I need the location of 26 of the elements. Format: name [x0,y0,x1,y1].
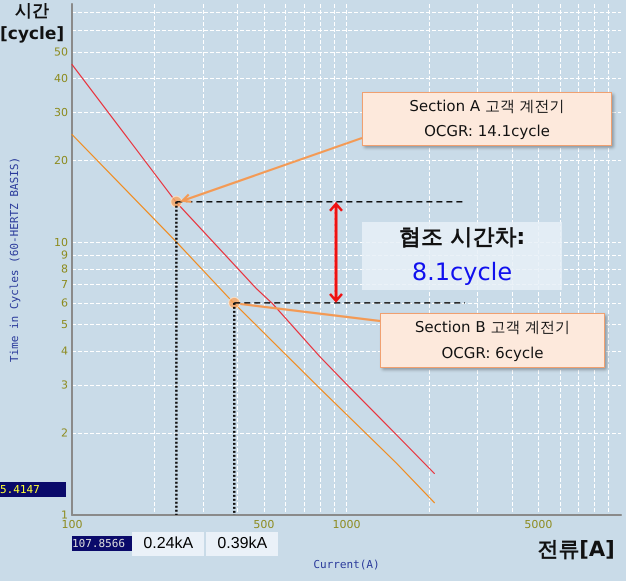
y-tick-label: 6 [61,296,68,310]
y-tick-label: 20 [54,154,68,167]
y-tick-label: 40 [54,72,68,85]
annotation: 8.1cycle [410,257,514,288]
ref-line-label: 0.39kA [206,532,278,556]
y-tick-label: 50 [54,45,68,58]
x-tick-label: 5000 [524,518,552,531]
y-tick-label: 10 [54,236,68,249]
x-axis-title: Current(A) [313,558,380,571]
text: 시간 [cycle] [0,0,64,46]
y-tick-label: 30 [54,106,68,119]
y-tick-label: 7 [61,278,68,292]
y-tick-label: 3 [61,378,68,392]
y-tick-label: 5 [61,318,68,332]
y-tick-label: 4 [61,344,68,358]
y-tick-label: 8 [61,262,68,276]
text: 5.4147 [0,482,66,497]
y-tick-label: 9 [61,248,68,262]
text: 107.8566 [72,536,132,551]
y-axis-title: Time in Cycles (60-HERTZ BASIS) [8,156,21,362]
x-tick-label: 1000 [332,518,360,531]
text: 전류[A] [536,536,616,563]
x-tick-label: 500 [253,518,274,531]
y-tick-label: 2 [61,426,68,440]
annotation: 협조 시간차: [398,224,526,252]
ref-line-label: 0.24kA [132,532,204,556]
